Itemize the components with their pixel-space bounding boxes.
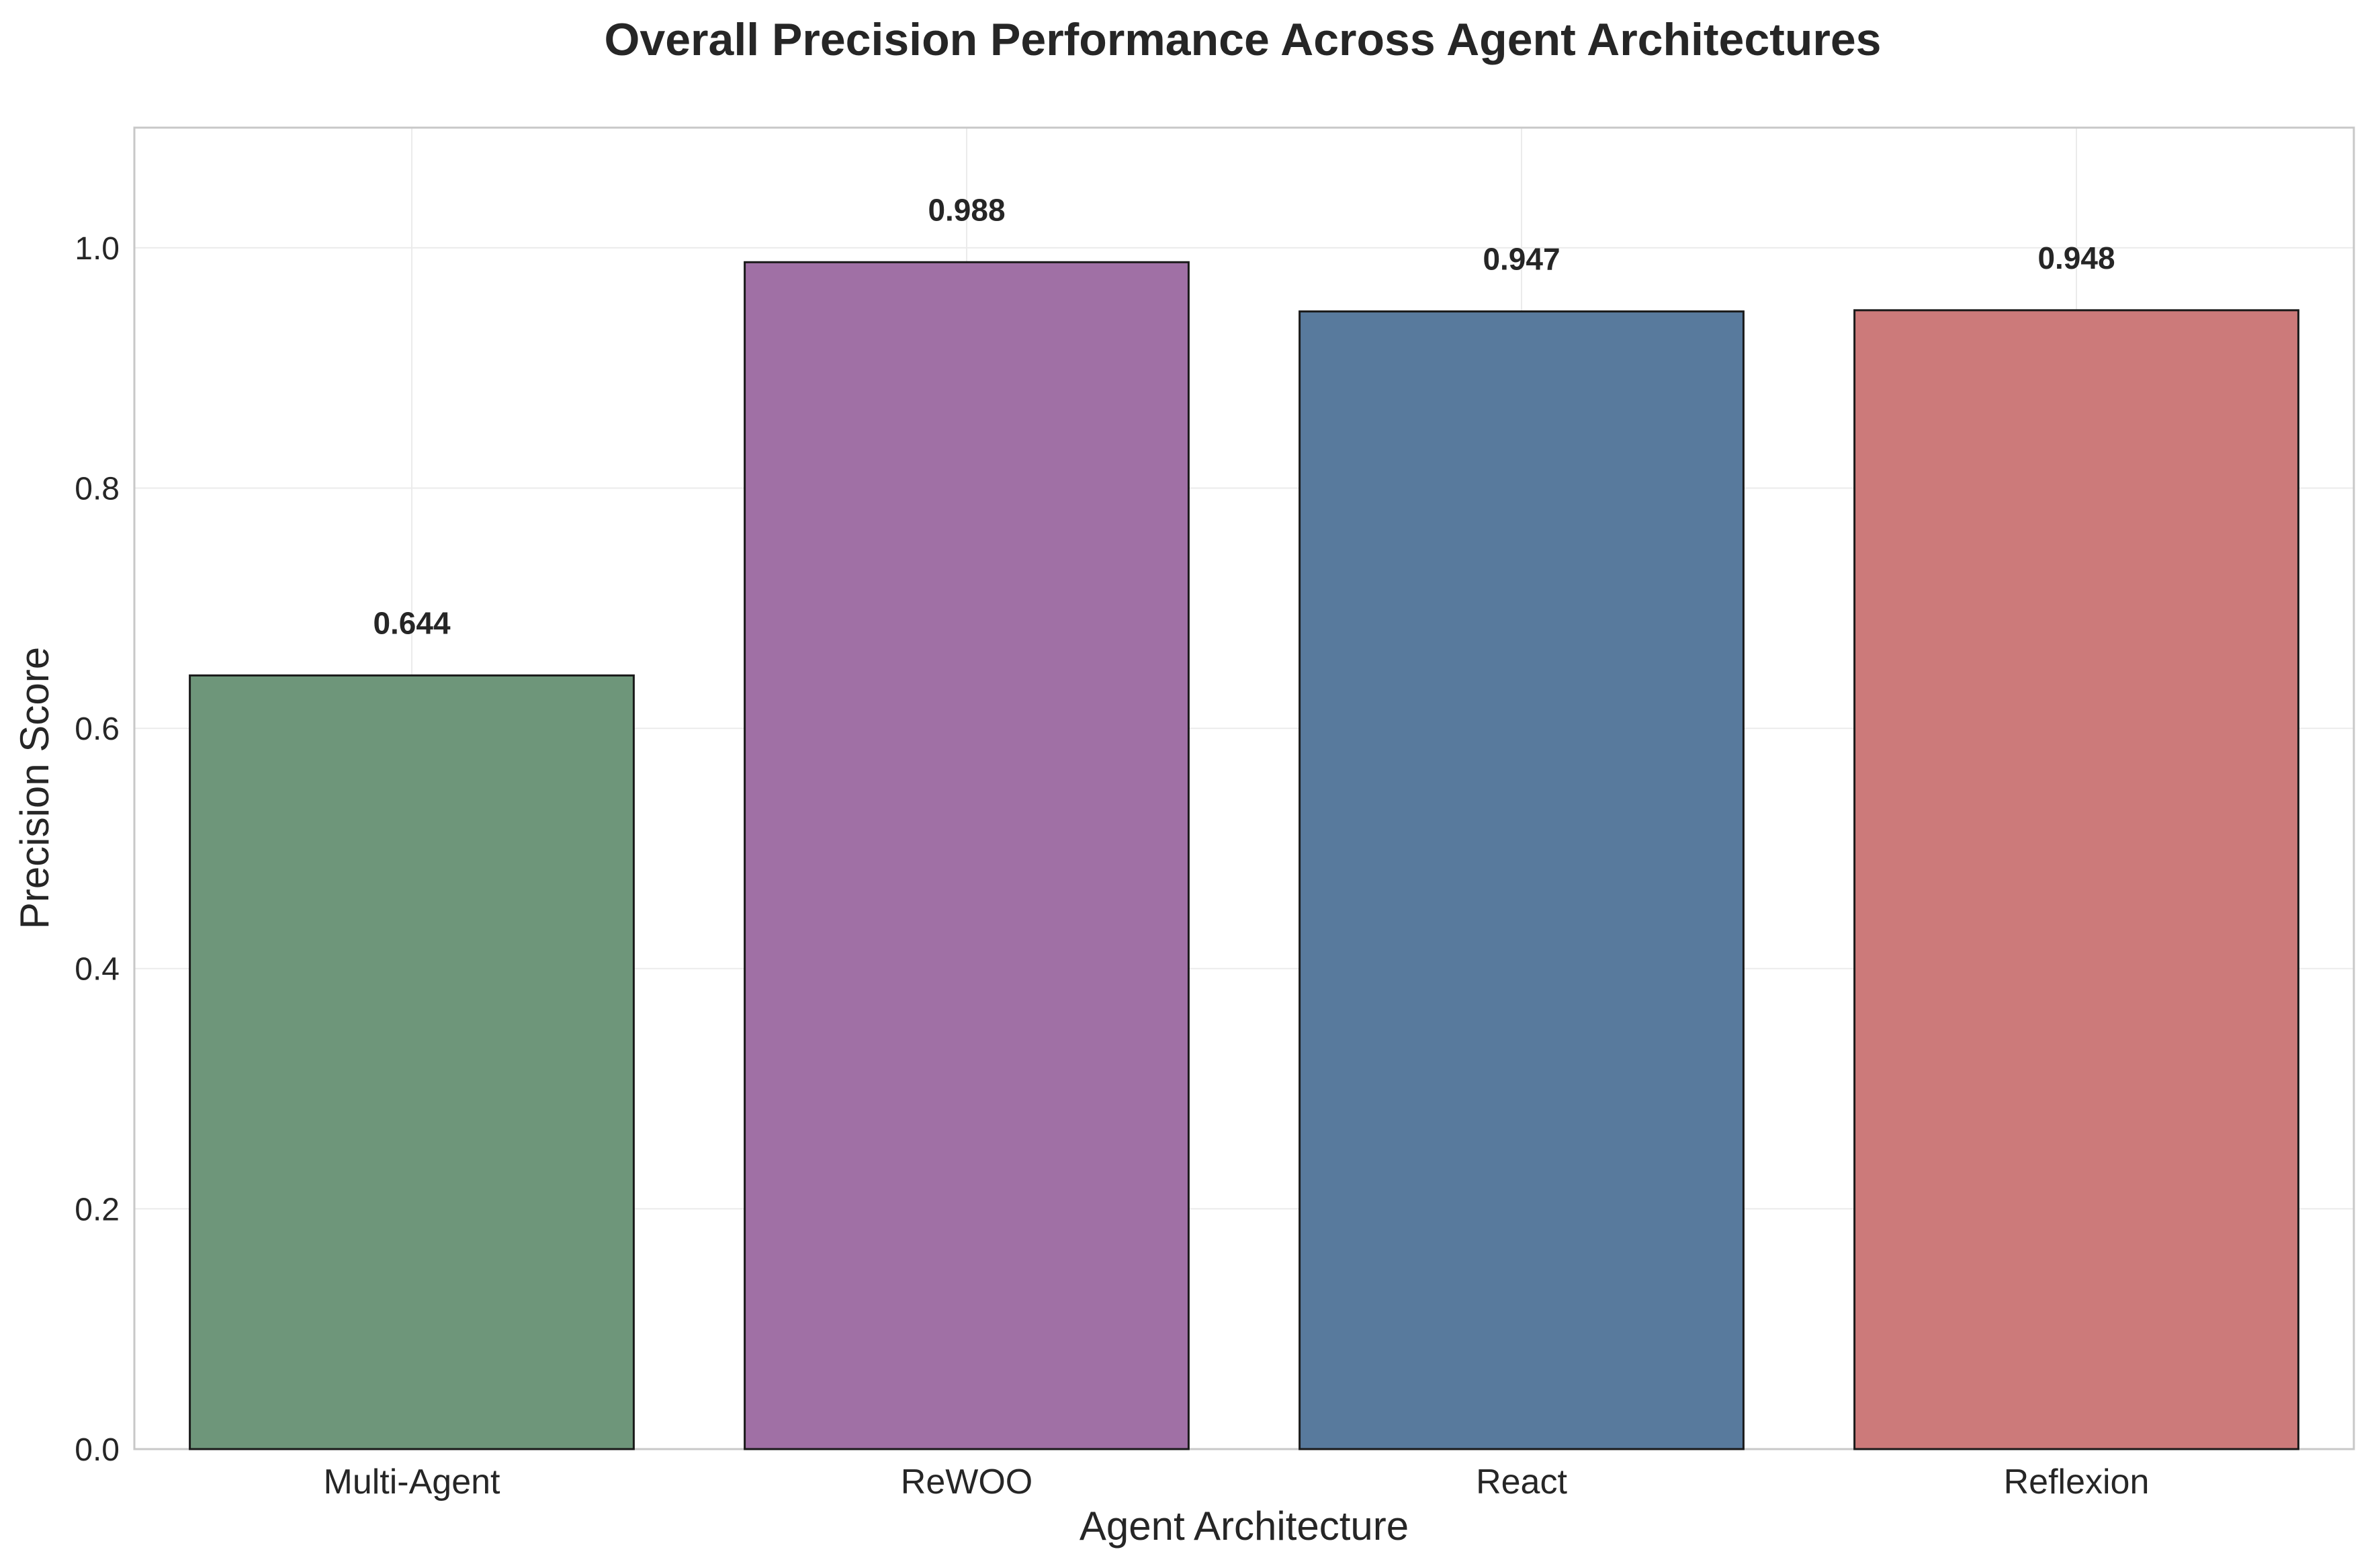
bars: 0.644 0.988 0.947 0.948 xyxy=(189,192,2299,1450)
y-tick-label: 0.8 xyxy=(75,471,120,507)
x-category-label: ReWOO xyxy=(901,1463,1032,1501)
bar xyxy=(1299,310,1745,1450)
bar-value-label: 0.948 xyxy=(2037,241,2115,275)
y-tick-label: 0.2 xyxy=(75,1192,120,1227)
bar xyxy=(1853,309,2299,1450)
bar-value-label: 0.947 xyxy=(1483,242,1560,277)
y-axis-label: Precision Score xyxy=(12,647,57,929)
bar-value-label: 0.644 xyxy=(373,605,451,640)
y-tick-label: 1.0 xyxy=(75,231,120,267)
x-category-label: Reflexion xyxy=(2004,1463,2150,1501)
bar-value-label: 0.988 xyxy=(928,192,1005,227)
plot-area-frame xyxy=(133,126,2355,1450)
chart-title: Overall Precision Performance Across Age… xyxy=(605,14,1882,65)
x-category-label: Multi-Agent xyxy=(324,1463,501,1501)
y-tick-label: 0.6 xyxy=(75,711,120,747)
bar xyxy=(189,674,635,1450)
y-axis-ticks: 0.0 0.2 0.4 0.6 0.8 1.0 xyxy=(75,231,120,1468)
y-tick-label: 0.4 xyxy=(75,952,120,988)
x-axis-label: Agent Architecture xyxy=(1080,1504,1409,1549)
y-tick-label: 0.0 xyxy=(75,1432,120,1468)
x-axis-categories: Multi-Agent ReWOO React Reflexion xyxy=(324,1463,2150,1501)
bar xyxy=(744,261,1190,1450)
x-category-label: React xyxy=(1476,1463,1567,1501)
